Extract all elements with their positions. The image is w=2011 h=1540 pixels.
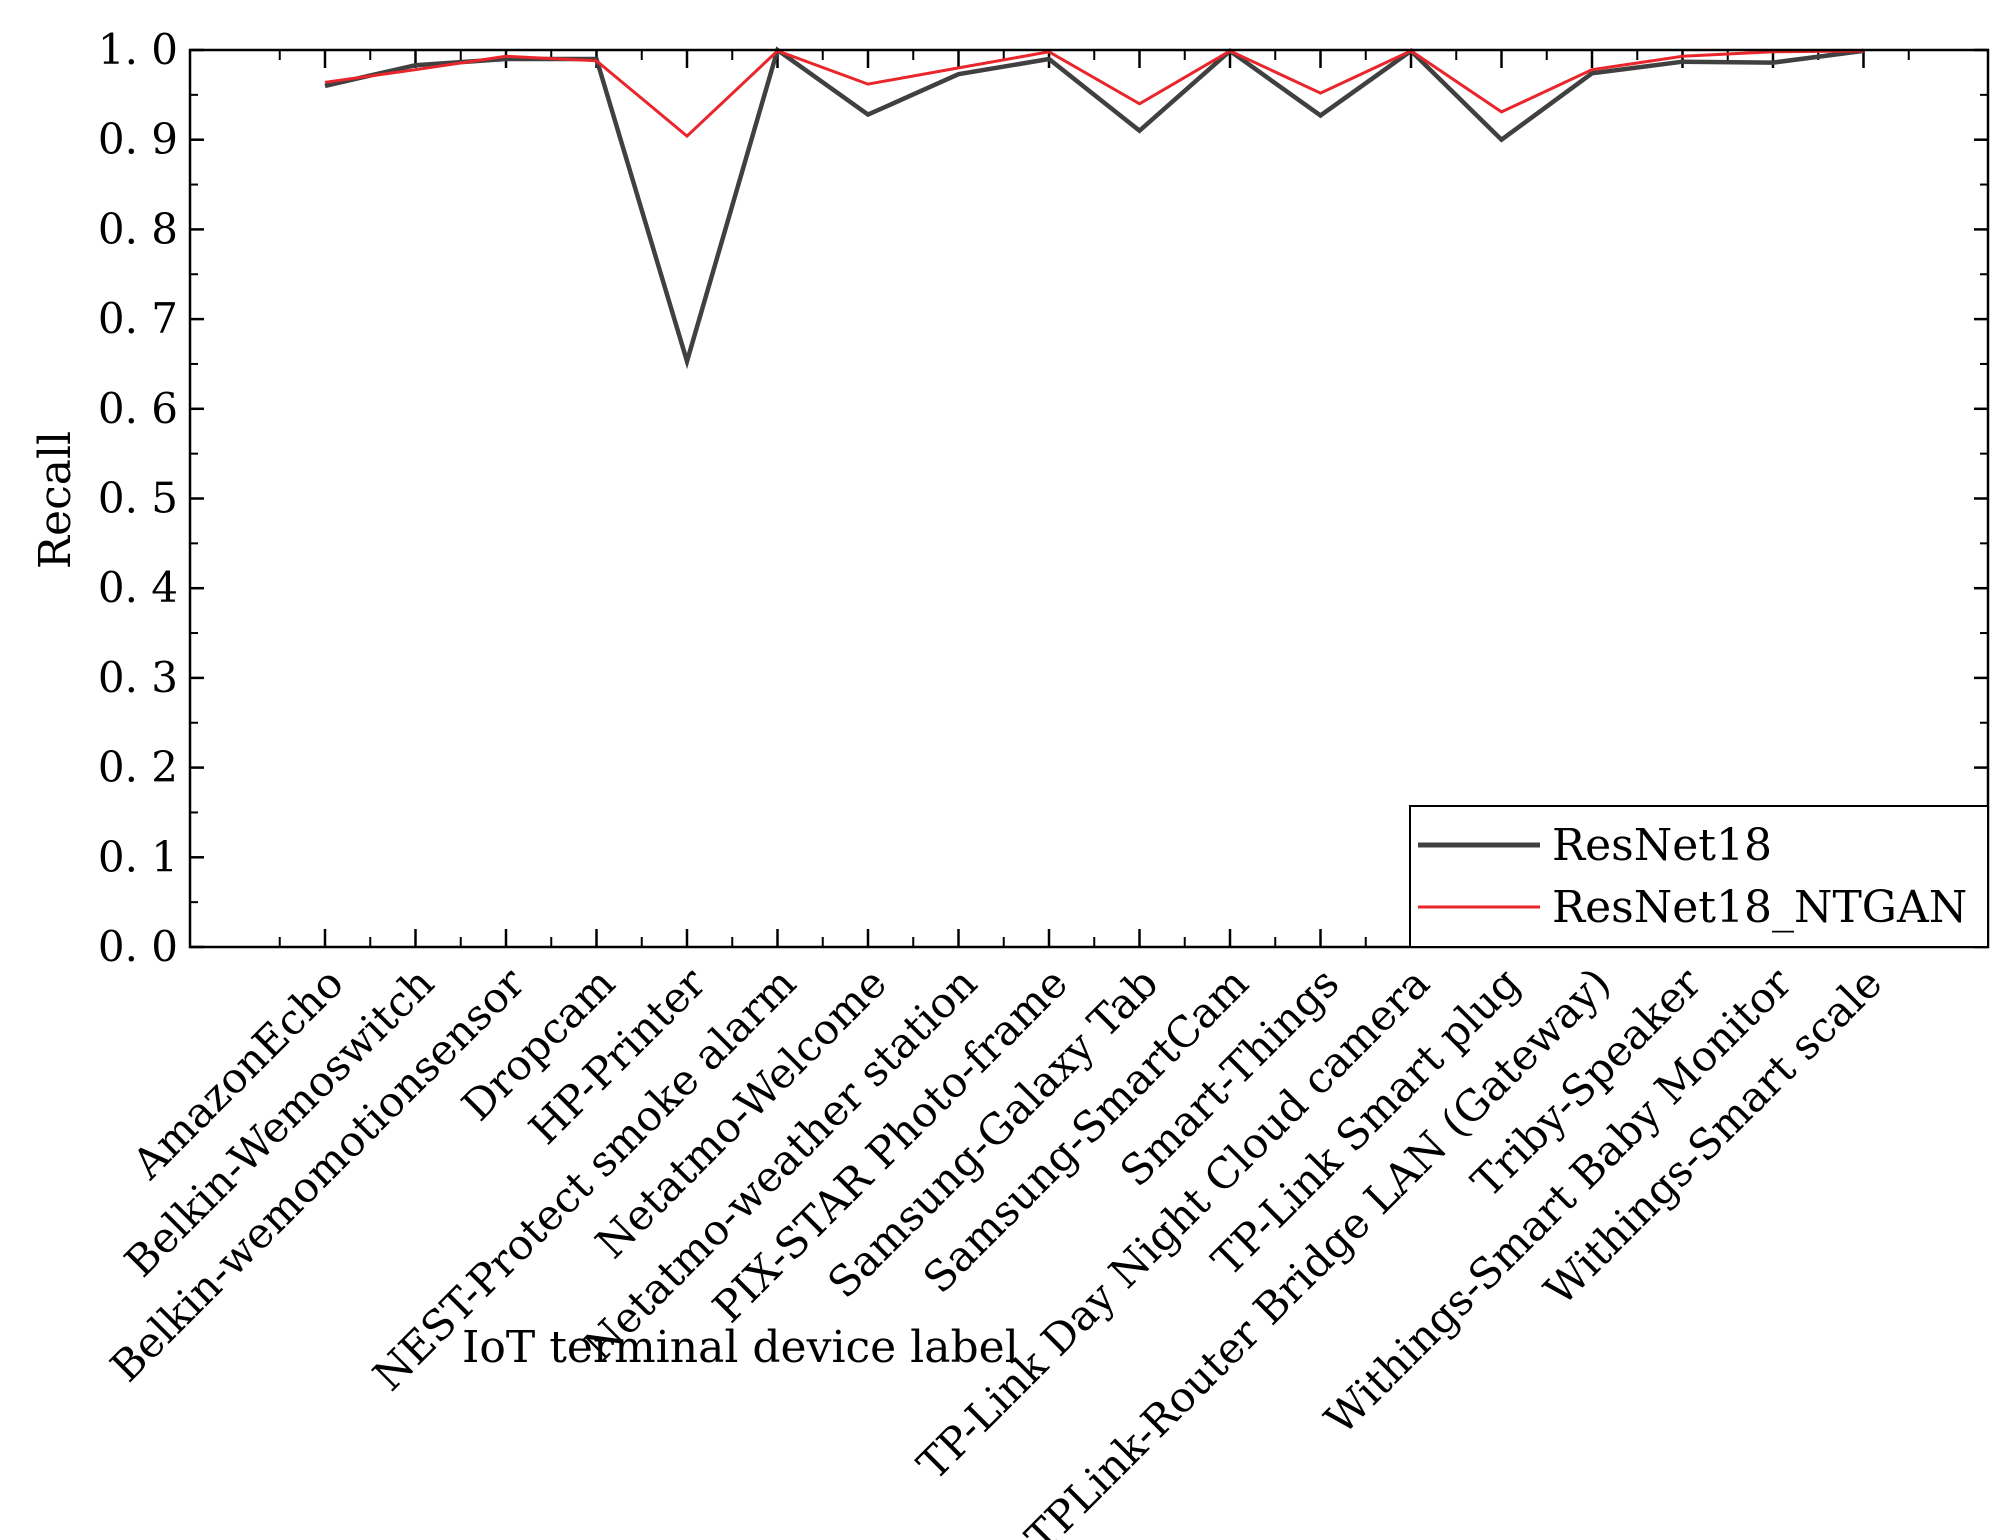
x-axis-title: IoT terminal device label [462, 1322, 1019, 1373]
y-tick-label: 0. 0 [98, 922, 178, 971]
y-tick-label: 0. 1 [98, 832, 178, 881]
y-tick-label: 0. 7 [98, 294, 178, 343]
plot-area-frame [188, 48, 1990, 949]
y-tick-label: 0. 2 [98, 743, 178, 792]
y-axis-title: Recall [30, 431, 81, 569]
y-tick-label: 0. 5 [98, 474, 178, 523]
y-tick-label: 1. 0 [98, 25, 178, 74]
legend: ResNet18 ResNet18_NTGAN [1409, 805, 1989, 948]
legend-box [1409, 805, 1989, 948]
legend-label-resnet18-ntgan: ResNet18_NTGAN [1552, 882, 1967, 933]
y-tick-label: 0. 9 [98, 115, 178, 164]
series-lines [324, 46, 1864, 370]
legend-label-resnet18: ResNet18 [1552, 820, 1772, 871]
y-tick-label: 0. 8 [98, 204, 178, 253]
series-line-resnet18-ntgan [324, 49, 1864, 139]
y-tick-label: 0. 3 [98, 653, 178, 702]
y-tick-label: 0. 4 [98, 563, 178, 612]
y-tick-label: 0. 6 [98, 384, 178, 433]
y-axis-ticks: 0. 0 0. 1 0. 2 0. 3 0. 4 0. 5 0. 6 0. 7 0. 8 0. 9… [98, 25, 1988, 971]
